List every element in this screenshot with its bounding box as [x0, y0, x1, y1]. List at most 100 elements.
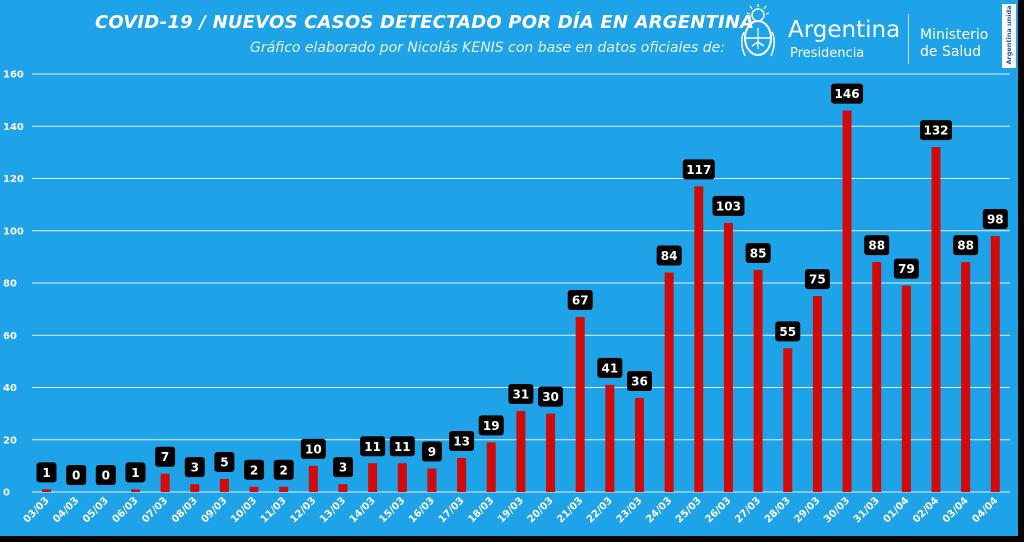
- data-label: 0: [102, 469, 110, 483]
- bar: [42, 489, 51, 492]
- data-label-box: [656, 245, 682, 266]
- bar: [397, 463, 407, 492]
- data-label-box: [360, 436, 386, 457]
- data-label: 55: [779, 325, 796, 339]
- data-label-box: [449, 431, 475, 452]
- y-tick-label: 0: [3, 488, 10, 499]
- y-tick-label: 120: [3, 174, 24, 185]
- data-label-box: [421, 441, 442, 462]
- ministry-line-2: de Salud: [920, 44, 982, 60]
- x-axis-ticks: 03/03 04/03 05/03 06/03 07/03 08/03 09/03 10/03…: [22, 495, 1001, 525]
- data-label-box: [745, 242, 771, 263]
- x-tick-label: 20/03: [526, 495, 556, 525]
- data-label: 10: [305, 442, 322, 456]
- bar: [812, 296, 822, 492]
- logo-name: Argentina: [788, 17, 901, 43]
- bar: [635, 397, 644, 492]
- data-label-box: [804, 269, 830, 290]
- data-label-box: [36, 462, 57, 483]
- bar: [694, 186, 704, 492]
- bar: [990, 235, 1000, 492]
- data-label: 0: [72, 469, 80, 483]
- data-label-box: [712, 195, 745, 216]
- x-tick-label: 05/03: [81, 495, 111, 525]
- y-tick-label: 60: [3, 331, 17, 342]
- data-label: 7: [161, 450, 169, 464]
- logo-divider: [908, 14, 909, 64]
- bar: [575, 316, 585, 492]
- x-tick-label: 27/03: [733, 495, 763, 525]
- bar: [457, 458, 467, 492]
- data-label-box: [214, 451, 235, 472]
- data-label-box: [508, 384, 534, 405]
- y-tick-label: 100: [3, 226, 24, 237]
- bar: [279, 486, 289, 492]
- data-label-box: [273, 459, 294, 480]
- x-tick-label: 04/04: [970, 495, 1000, 525]
- bar: [308, 465, 318, 492]
- x-tick-label: 02/04: [911, 495, 941, 525]
- bar: [338, 484, 348, 492]
- bar: [605, 384, 615, 492]
- data-label: 11: [394, 440, 411, 454]
- x-tick-label: 14/03: [348, 495, 378, 525]
- data-label: 85: [750, 246, 767, 260]
- x-tick-label: 28/03: [763, 495, 793, 525]
- data-label-box: [125, 462, 146, 483]
- x-tick-label: 08/03: [170, 495, 200, 525]
- data-label-box: [300, 438, 326, 459]
- x-tick-label: 11/03: [259, 495, 289, 525]
- bar: [723, 222, 733, 492]
- ministry-line-1: Ministerio: [920, 27, 989, 43]
- data-label: 146: [835, 87, 860, 101]
- data-label: 75: [809, 273, 826, 287]
- x-tick-label: 19/03: [496, 495, 526, 525]
- data-label: 79: [898, 262, 915, 276]
- data-label: 30: [542, 390, 559, 404]
- x-tick-label: 13/03: [318, 495, 348, 525]
- bar: [130, 489, 140, 492]
- data-label-box: [538, 386, 564, 407]
- bar: [427, 468, 437, 492]
- data-label-box: [953, 235, 979, 256]
- data-label-box: [184, 457, 205, 478]
- data-label-box: [95, 465, 116, 485]
- bar: [219, 478, 229, 492]
- bar: [368, 463, 378, 492]
- data-label: 19: [483, 419, 500, 433]
- data-label-box: [982, 208, 1008, 229]
- data-label: 36: [631, 374, 648, 388]
- y-tick-label: 140: [3, 122, 24, 133]
- data-label: 2: [280, 463, 288, 477]
- x-tick-label: 04/03: [51, 495, 81, 525]
- bars: [42, 110, 1000, 492]
- bar: [486, 442, 496, 492]
- bar: [516, 411, 526, 492]
- data-label: 11: [364, 440, 381, 454]
- chart-subtitle: Gráfico elaborado por Nicolás KENIS con …: [249, 40, 725, 56]
- x-tick-label: 22/03: [585, 495, 615, 525]
- data-label: 3: [191, 461, 199, 475]
- data-label-box: [333, 457, 353, 478]
- bar: [753, 269, 763, 492]
- data-label-box: [155, 446, 176, 467]
- data-label: 41: [601, 361, 618, 375]
- data-label: 117: [686, 163, 711, 177]
- data-label: 1: [42, 466, 50, 480]
- y-axis-ticks: 0 20 40 60 80 100 120 140 160: [3, 70, 24, 499]
- data-label-box: [775, 321, 801, 342]
- x-tick-label: 15/03: [377, 495, 407, 525]
- y-tick-label: 80: [3, 279, 17, 290]
- x-tick-label: 03/04: [941, 495, 971, 525]
- data-label: 2: [250, 463, 258, 477]
- x-tick-label: 26/03: [704, 495, 734, 525]
- x-tick-label: 30/03: [822, 495, 852, 525]
- x-tick-label: 21/03: [555, 495, 585, 525]
- data-label: 13: [453, 435, 470, 449]
- data-label: 88: [868, 239, 885, 253]
- data-label-box: [831, 83, 864, 104]
- x-tick-label: 03/03: [22, 495, 52, 525]
